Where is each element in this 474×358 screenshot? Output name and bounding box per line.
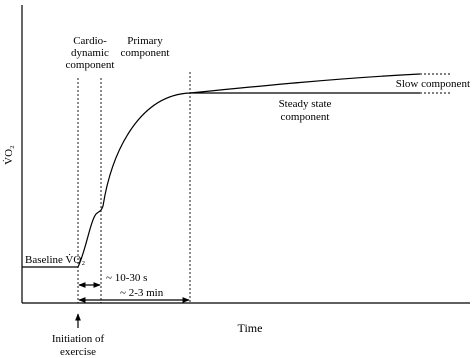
phase-label: dynamic [71, 47, 109, 59]
initiation-label: Initiation of [52, 333, 105, 345]
baseline-label: Baseline V̇O₂ [25, 254, 85, 266]
phase-label: component [281, 111, 330, 123]
phase-label: Cardio- [73, 35, 107, 47]
vo2-curve [22, 73, 421, 268]
duration-label: ~ 2-3 min [120, 287, 164, 299]
phase-label: component [121, 47, 170, 59]
y-axis-label: V̇O₂ [3, 145, 15, 165]
x-axis-label: Time [238, 321, 263, 335]
phase-label: component [66, 59, 115, 71]
initiation-label: exercise [60, 346, 96, 358]
phase-label: Slow component [396, 78, 470, 90]
duration-label: ~ 10-30 s [106, 272, 147, 284]
phase-label: Primary [127, 35, 163, 47]
phase-label: Steady state [279, 98, 332, 110]
